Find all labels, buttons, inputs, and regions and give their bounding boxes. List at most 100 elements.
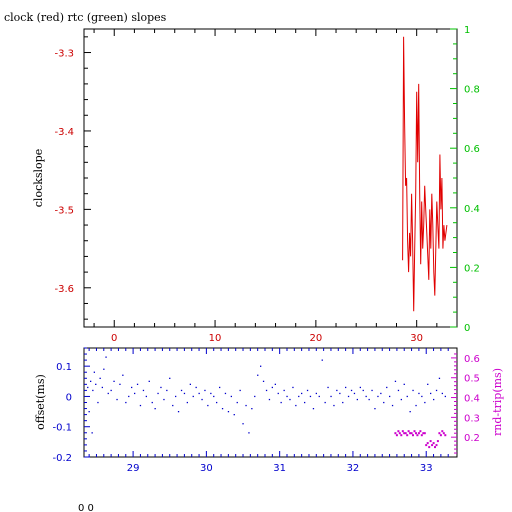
offset-point [400,398,402,401]
rnd-trip-point [397,430,400,433]
offset-point [441,392,443,395]
offset-point [365,395,367,398]
rnd-trip-point [436,440,439,443]
offset-point [160,386,162,389]
offset-point [105,356,107,358]
offset-point [374,408,376,410]
offset-point [236,401,238,404]
offset-point [221,408,224,410]
offset-point [403,383,405,385]
offset-point [315,392,317,395]
offset-point [415,404,417,407]
offset-point [371,389,373,392]
bottom-x-tick-label: 30 [200,463,213,474]
rnd-trip-point [432,442,435,445]
offset-point [189,383,191,385]
offset-point [409,411,411,413]
offset-point [298,395,300,398]
rnd-trip-point [426,442,429,445]
top-x-tick-label: 10 [209,333,222,344]
offset-point [345,386,347,389]
rnd-trip-point [409,432,412,435]
offset-point [283,389,285,392]
rnd-trip-point [412,434,414,437]
bottom-y-tick-label: -0.1 [52,423,72,434]
offset-point [148,380,150,382]
bottom-x-tick-label: 32 [347,463,360,474]
offset-point [95,383,97,385]
rnd-trip-point [415,432,417,435]
top-y2-tick-label: 1 [464,25,470,36]
offset-point [180,389,183,392]
offset-point [318,395,320,398]
rnd-trip-point [423,432,426,435]
offset-point [383,401,385,404]
offset-point [122,374,124,376]
offset-point [260,365,262,367]
offset-point [306,389,309,392]
bottom-series [87,356,447,449]
offset-point [136,383,139,385]
rnd-trip-point [435,444,438,447]
offset-point [353,392,356,395]
bottom-x-tick-label: 29 [127,463,140,474]
offset-point [110,389,112,392]
offset-point [339,392,341,395]
offset-point [169,377,171,379]
rnd-trip-point [441,430,444,433]
offset-point [262,380,265,382]
offset-point [192,395,194,398]
bottom-y2-tick-label: 0.6 [464,354,480,365]
offset-point [418,392,420,395]
rnd-trip-point [444,434,447,437]
offset-point [336,389,338,392]
rnd-trip-point [400,434,403,437]
offset-point [347,395,350,398]
offset-point [424,401,426,404]
rnd-trip-point [439,434,442,437]
offset-point [274,383,276,385]
offset-point [427,383,429,385]
offset-point [101,386,103,389]
offset-point [204,389,206,392]
top-x-tick-label: 20 [309,333,322,344]
rnd-trip-point [410,432,413,435]
offset-point [88,411,90,413]
offset-point [139,404,142,407]
rnd-trip-point [422,432,425,435]
offset-point [438,377,441,379]
offset-point [242,423,244,425]
rnd-trip-point [434,446,436,449]
offset-point [292,386,294,389]
offset-point [394,380,397,382]
offset-point [219,386,221,389]
offset-point [154,408,156,410]
bottom-chart: offset(ms) rnd-trip(ms) 29 30 31 32 33 0.1 0 -0… [34,347,504,474]
offset-point [359,386,361,389]
bottom-y2-axis-label: rnd-trip(ms) [491,368,504,436]
offset-point [435,389,438,392]
offset-point [103,368,105,370]
top-x-tick-label: 0 [111,333,117,344]
offset-point [245,404,247,407]
offset-point [166,389,168,392]
offset-point [99,377,101,379]
top-chart: clock (red) rtc (green) slopes clockslop… [4,11,480,344]
offset-point [92,389,94,392]
bottom-y2-tick-label: 0.5 [464,374,480,385]
offset-point [177,411,180,413]
offset-point [213,395,215,398]
offset-point [333,404,335,407]
rnd-trip-point [429,440,432,443]
rnd-trip-point [431,444,434,447]
top-y-tick-label: -3.5 [54,205,74,216]
rnd-trip-point [394,432,397,435]
rnd-trip-point [398,432,401,435]
offset-point [421,395,423,398]
bottom-y2-tick-label: 0.2 [464,433,480,444]
offset-point [227,411,230,413]
offset-point [119,383,121,385]
rnd-trip-point [413,430,416,433]
offset-point [207,404,209,407]
offset-point [280,401,282,404]
